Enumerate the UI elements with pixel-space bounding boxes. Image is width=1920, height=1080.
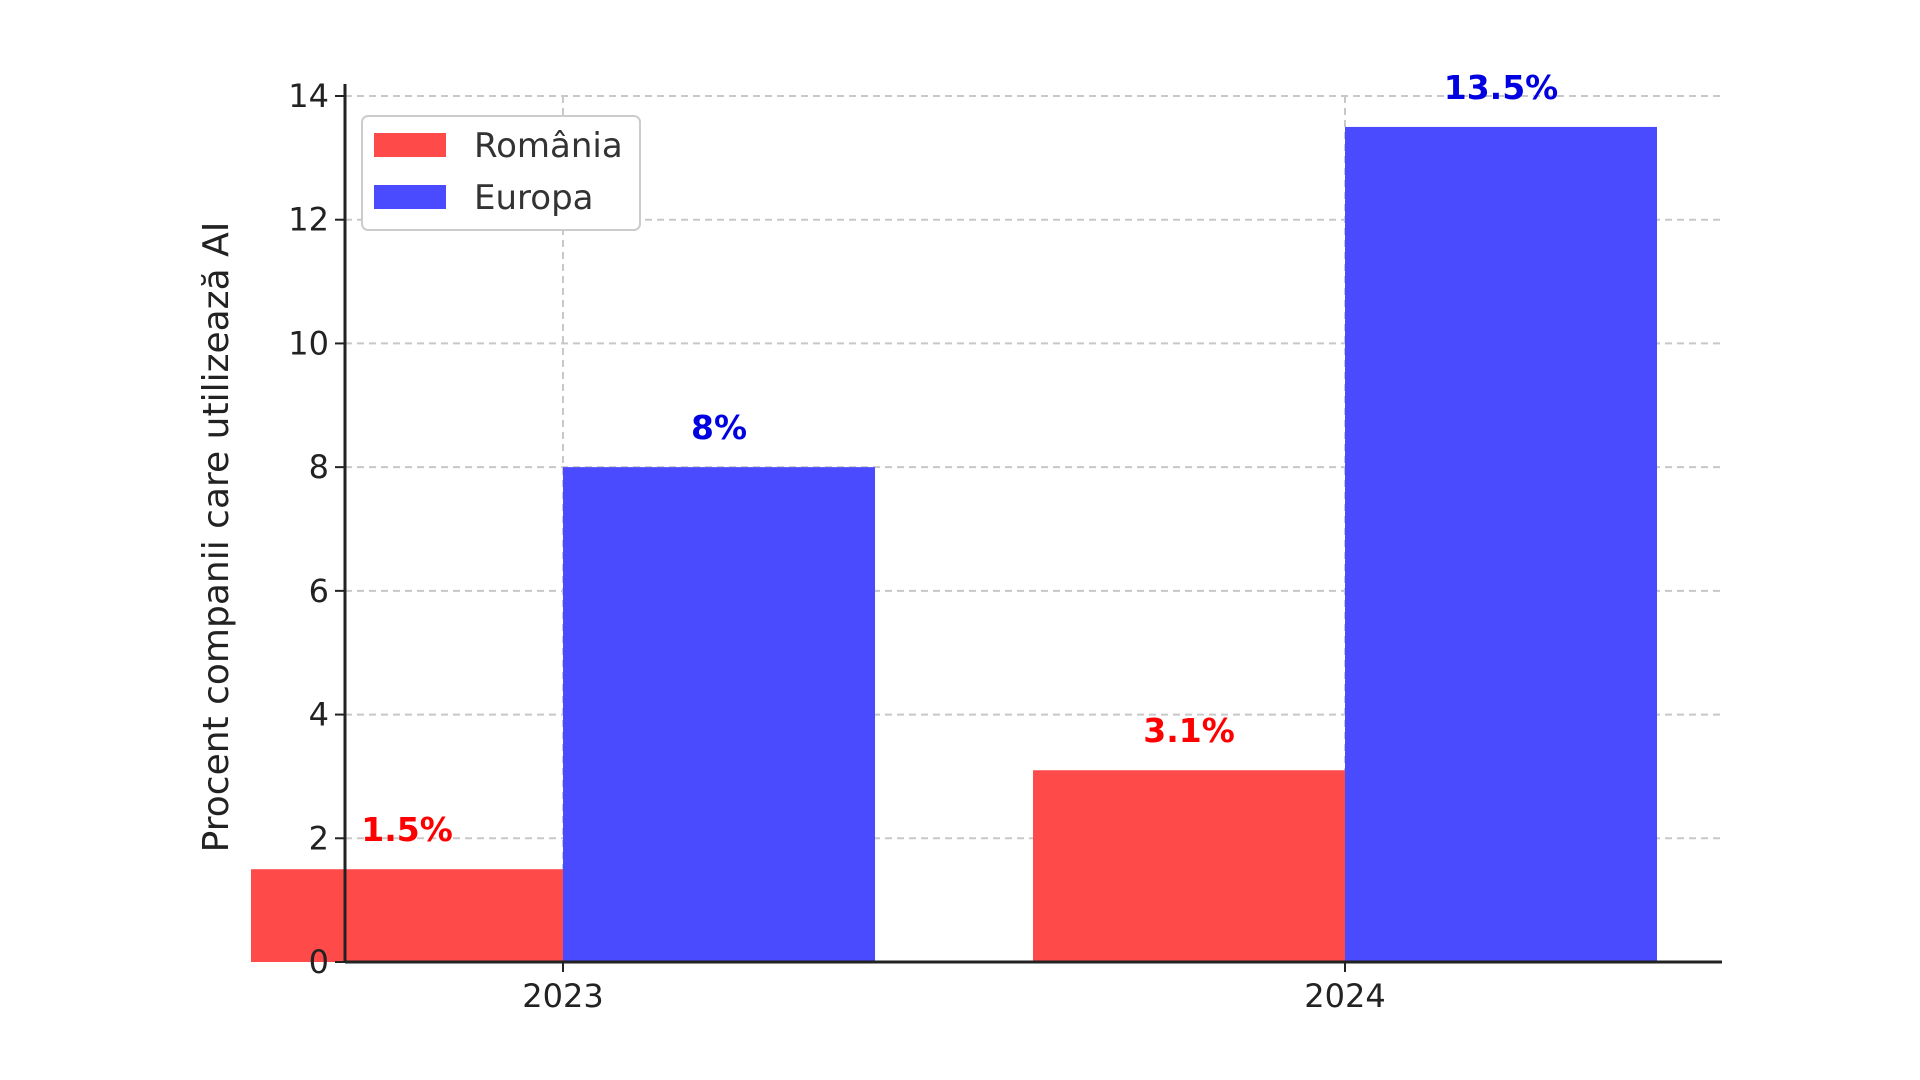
x-tick-label: 2024 xyxy=(1304,977,1385,1015)
y-axis-label: Procent companii care utilizează AI xyxy=(196,222,237,853)
bar-romania xyxy=(251,869,563,962)
y-tick-label: 0 xyxy=(309,943,329,981)
x-ticks: 2023 2024 xyxy=(522,962,1386,1015)
legend: România Europa xyxy=(361,115,641,231)
bars xyxy=(251,126,1657,962)
legend-entry: Europa xyxy=(474,178,593,218)
y-tick-label: 2 xyxy=(309,819,329,857)
y-ticks: 0 2 4 6 8 10 12 14 xyxy=(288,77,345,981)
y-tick-label: 6 xyxy=(309,572,329,610)
data-labels: 1.5% 3.1% 8% 13.5% xyxy=(361,68,1558,849)
data-label: 8% xyxy=(691,408,747,447)
y-tick-label: 14 xyxy=(288,77,329,115)
y-tick-label: 4 xyxy=(309,696,329,734)
y-tick-label: 10 xyxy=(288,324,329,362)
legend-swatch xyxy=(374,133,446,157)
bar-europa xyxy=(1345,126,1657,962)
bar-romania xyxy=(1033,770,1345,962)
data-label: 1.5% xyxy=(361,810,453,849)
legend-swatch xyxy=(374,185,446,209)
x-tick-label: 2023 xyxy=(522,977,603,1015)
axes xyxy=(343,84,1722,964)
data-label: 3.1% xyxy=(1143,711,1235,750)
y-tick-label: 12 xyxy=(288,201,329,239)
y-tick-label: 8 xyxy=(309,448,329,486)
bar-europa xyxy=(563,467,875,962)
legend-entry: România xyxy=(474,126,623,166)
data-label: 13.5% xyxy=(1444,68,1559,107)
